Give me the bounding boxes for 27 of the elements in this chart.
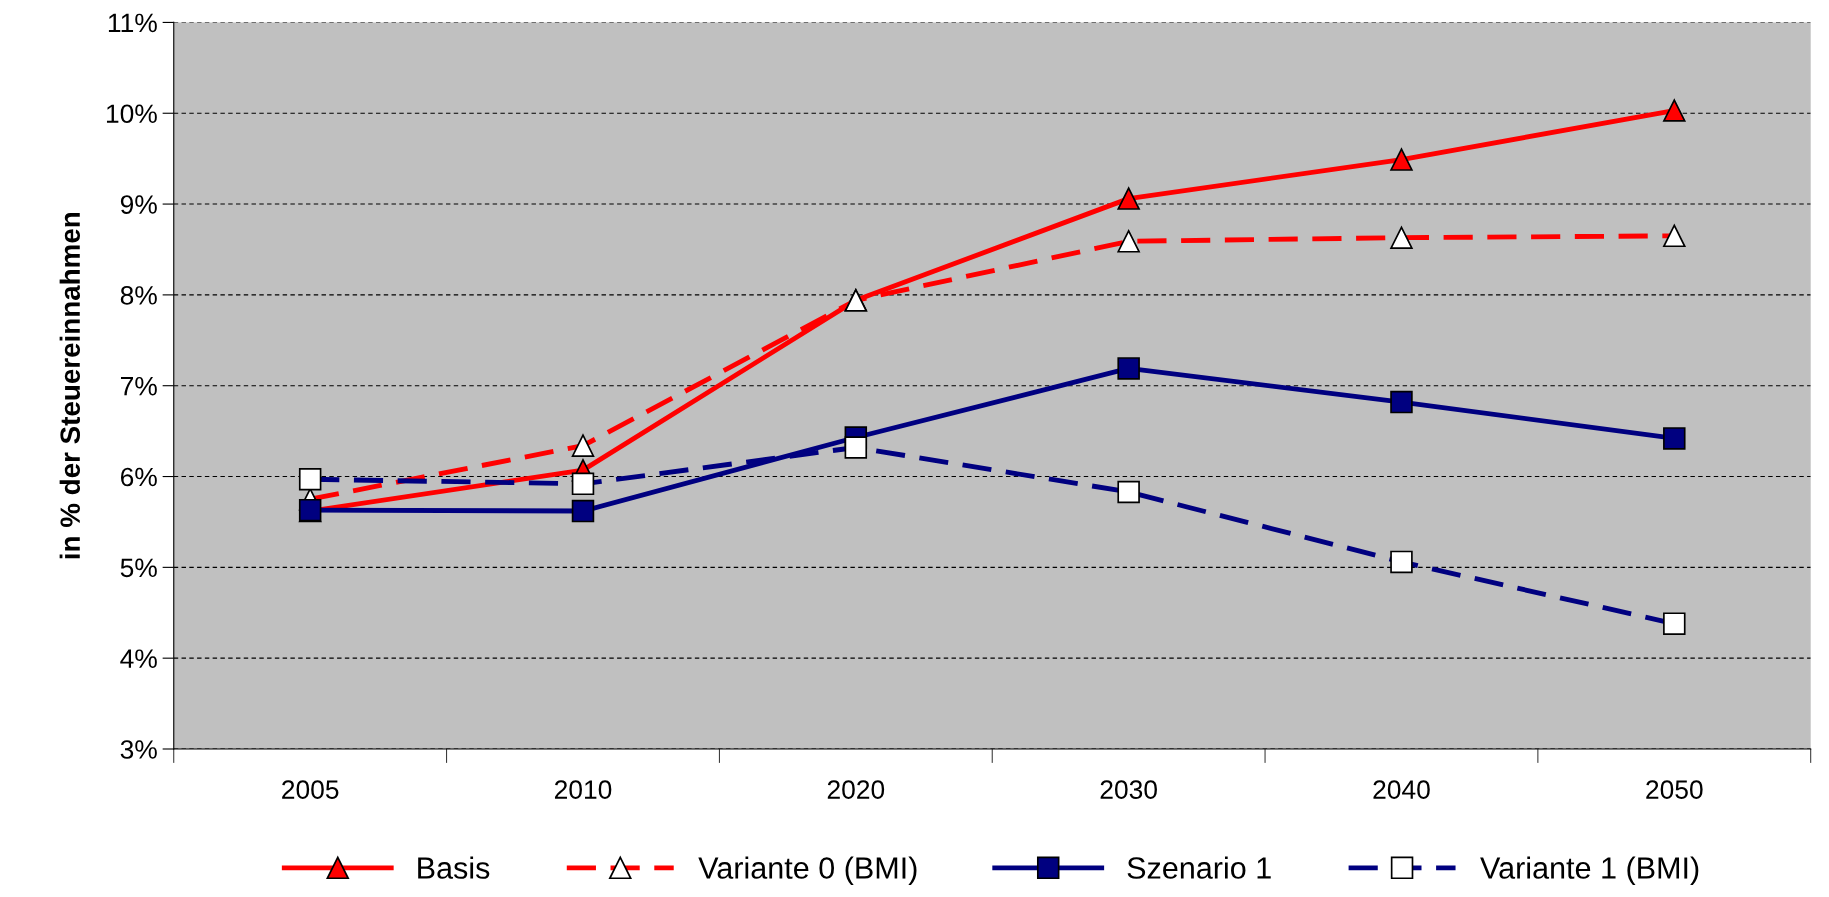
- point: [1117, 357, 1140, 380]
- point: [1117, 187, 1140, 210]
- point: [1390, 148, 1413, 171]
- point: [571, 499, 595, 523]
- x-tick-label: 2050: [1646, 780, 1703, 799]
- y-tick-label: 9%: [120, 195, 157, 214]
- point: [1663, 99, 1686, 122]
- y-tick-label: 7%: [121, 376, 157, 396]
- x-tick-label: 2020: [827, 780, 885, 799]
- y-tick-label: 11%: [108, 13, 157, 33]
- legend-label: Variante 1 (BMI): [1480, 856, 1699, 885]
- y-tick-label: 8%: [120, 286, 157, 305]
- y-tick-label: 10%: [106, 104, 157, 124]
- x-tick-label: 2005: [282, 780, 339, 799]
- x-tick-label: 2010: [554, 780, 612, 799]
- y-axis-title: in % der Steuereinnahmen: [59, 213, 81, 559]
- legend-label: Szenario 1: [1127, 856, 1271, 879]
- x-tick-label: 2030: [1100, 780, 1157, 799]
- y-tick-label: 5%: [120, 558, 157, 578]
- point: [1390, 390, 1413, 414]
- legend-label: Basis: [418, 856, 490, 879]
- y-tick-label: 4%: [120, 649, 157, 668]
- point: [1663, 427, 1686, 450]
- legend-label: Variante 0 (BMI): [698, 856, 917, 885]
- x-tick-label: 2040: [1373, 780, 1430, 799]
- y-tick-label: 6%: [120, 467, 157, 487]
- y-tick-label: 3%: [120, 740, 157, 759]
